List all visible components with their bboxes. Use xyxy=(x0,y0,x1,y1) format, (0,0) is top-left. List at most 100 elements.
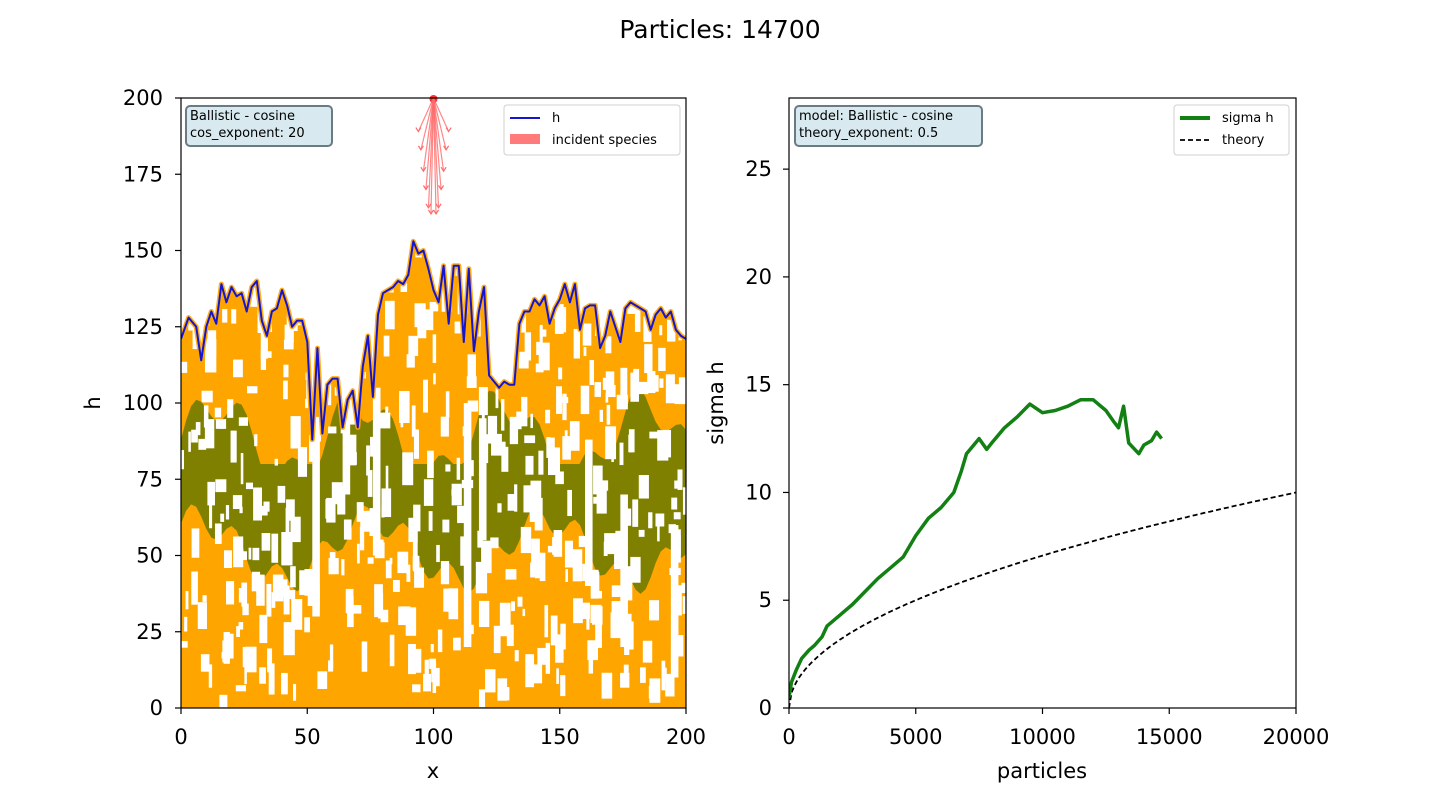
deposit-void xyxy=(259,614,268,644)
right-y-tick-label: 5 xyxy=(759,588,772,612)
deposit-void xyxy=(538,342,550,371)
deposit-void xyxy=(401,606,411,615)
deposit-void xyxy=(554,304,564,334)
left-y-axis: 0 25 50 75 100 125 150 175 200 xyxy=(123,86,181,720)
legend-incident-swatch xyxy=(510,134,540,144)
deposit-void xyxy=(219,694,228,708)
deposit-void xyxy=(657,521,660,542)
incident-ray-head xyxy=(443,145,450,151)
deposit-void xyxy=(648,512,653,529)
right-legend: sigma h theory xyxy=(1173,104,1290,156)
deposit-void xyxy=(514,484,518,512)
deposit-void xyxy=(605,426,617,460)
deposit-void xyxy=(627,269,639,301)
incident-ray xyxy=(432,97,447,150)
deposit-void xyxy=(505,255,515,280)
deposit-void xyxy=(381,258,388,270)
left-textbox-line-1: Ballistic - cosine xyxy=(190,109,295,124)
deposit-void xyxy=(487,415,498,444)
deposit-void xyxy=(530,241,541,266)
deposit-void xyxy=(209,497,213,529)
deposit-void xyxy=(242,646,246,668)
deposit-void xyxy=(448,588,459,620)
deposit-void xyxy=(496,349,507,372)
left-x-tick-label: 150 xyxy=(540,725,580,749)
deposit-void xyxy=(630,283,637,301)
deposit-void xyxy=(590,604,602,624)
deposit-channel xyxy=(670,525,679,678)
deposit-void xyxy=(287,257,292,271)
deposit-void xyxy=(569,421,580,451)
deposit-void xyxy=(352,333,360,365)
deposit-channel xyxy=(342,403,351,495)
deposit-void xyxy=(347,596,354,628)
deposit-void xyxy=(442,519,450,533)
deposit-void xyxy=(253,487,262,521)
deposit-void xyxy=(516,274,524,286)
incident-ray xyxy=(417,97,435,132)
deposit-void xyxy=(256,574,265,606)
deposit-void xyxy=(274,458,278,466)
left-y-tick-label: 25 xyxy=(136,620,163,644)
deposit-void xyxy=(630,556,641,583)
right-plot-frame xyxy=(788,97,1297,709)
deposit-void xyxy=(391,241,402,268)
deposit-void xyxy=(245,482,253,490)
deposit-void xyxy=(412,555,420,571)
deposit-void xyxy=(478,600,490,627)
deposit-void xyxy=(529,497,540,522)
deposit-void xyxy=(657,430,669,461)
incident-ray-head xyxy=(422,185,429,191)
deposit-void xyxy=(499,441,506,449)
deposit-void xyxy=(236,626,241,637)
deposit-void xyxy=(682,487,686,515)
deposit-void xyxy=(424,659,429,685)
deposit-void xyxy=(197,602,207,629)
deposit-void xyxy=(606,404,611,425)
deposit-void xyxy=(601,672,613,699)
right-y-tick-label: 15 xyxy=(745,373,772,397)
deposit-void xyxy=(587,640,599,661)
right-info-textbox: model: Ballistic - cosine theory_exponen… xyxy=(794,105,983,147)
deposit-void xyxy=(204,339,217,373)
deposit-void xyxy=(665,274,675,295)
deposit-void xyxy=(474,266,480,273)
left-x-axis: 0 50 100 150 200 xyxy=(174,708,706,749)
deposit-void xyxy=(490,537,499,549)
deposit-void xyxy=(570,264,578,276)
deposit-layers xyxy=(181,241,686,708)
deposit-void xyxy=(360,510,370,532)
deposit-void xyxy=(195,422,201,436)
deposit-void xyxy=(643,316,652,342)
deposit-void xyxy=(681,582,686,594)
deposit-void xyxy=(501,446,509,472)
incident-ray-head xyxy=(433,209,440,216)
deposit-void xyxy=(206,338,212,350)
deposit-void xyxy=(539,324,543,351)
deposit-void xyxy=(408,335,419,356)
deposit-void xyxy=(619,442,624,466)
deposit-void xyxy=(329,354,336,376)
deposit-void xyxy=(593,496,598,504)
deposit-void xyxy=(203,405,209,428)
deposit-void xyxy=(550,615,558,646)
deposit-void xyxy=(634,307,641,332)
deposit-void xyxy=(468,241,472,260)
deposit-void xyxy=(405,607,417,636)
deposit-void xyxy=(286,499,295,521)
deposit-void xyxy=(185,590,189,610)
deposit-void xyxy=(674,289,680,322)
deposit-void xyxy=(475,561,488,594)
left-y-tick-label: 175 xyxy=(123,162,163,186)
deposit-void xyxy=(381,488,392,518)
deposit-void xyxy=(556,668,559,684)
deposit-void xyxy=(223,631,230,664)
deposit-void xyxy=(486,265,491,276)
deposit-void xyxy=(392,580,400,592)
deposit-void xyxy=(285,507,290,538)
deposit-void xyxy=(290,416,301,449)
deposit-channel xyxy=(312,418,320,617)
deposit-void xyxy=(325,499,336,519)
deposit-void xyxy=(665,374,675,404)
